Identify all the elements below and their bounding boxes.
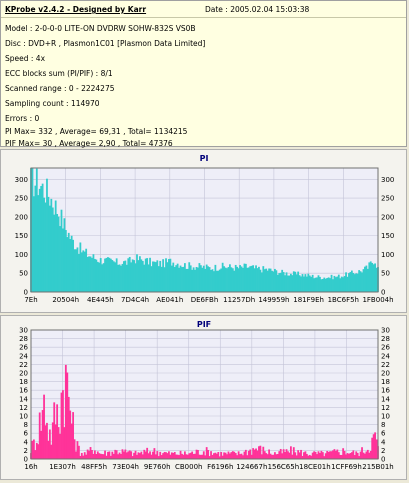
y-tick-label-left: 28 bbox=[19, 335, 28, 343]
y-tick-label-right: 16 bbox=[381, 387, 390, 395]
chart-title: PIF bbox=[197, 320, 211, 329]
y-tick-label-left: 14 bbox=[19, 395, 28, 403]
app-title: KProbe v2.4.2 - Designed by Karr bbox=[5, 5, 147, 14]
x-tick-label: DE6FBh bbox=[191, 296, 219, 304]
plot-frame bbox=[30, 329, 379, 460]
pi-chart: PI 0 0 50 50 100 100 150 150 200 200 250 250 300 300 7E… bbox=[15, 154, 395, 304]
y-tick-label-left: 16 bbox=[19, 387, 28, 395]
info-divider bbox=[1, 17, 406, 18]
y-tick-label-right: 18 bbox=[381, 378, 390, 386]
y-tick-label-left: 6 bbox=[24, 430, 29, 438]
y-tick-label-left: 26 bbox=[19, 344, 28, 352]
x-tick-label: 9E760h bbox=[144, 463, 171, 471]
y-tick-label-left: 100 bbox=[15, 251, 28, 259]
x-tick-label: 7D4C4h bbox=[121, 296, 149, 304]
pi-chart-panel: PI 0 0 50 50 100 100 150 150 200 200 250 250 300 300 7E… bbox=[0, 149, 407, 313]
y-tick-label-right: 30 bbox=[381, 327, 390, 335]
y-tick-label-right: 6 bbox=[381, 430, 386, 438]
x-tick-label: 73E04h bbox=[112, 463, 139, 471]
x-tick-label: 7Eh bbox=[24, 296, 37, 304]
y-tick-label-right: 20 bbox=[381, 370, 390, 378]
x-tick-label: 1E307h bbox=[49, 463, 76, 471]
x-tick-label: 181F9Eh bbox=[293, 296, 324, 304]
y-tick-label-right: 300 bbox=[381, 176, 394, 184]
y-tick-label-left: 200 bbox=[15, 213, 28, 221]
sampling-count-line: Sampling count : 114970 bbox=[5, 99, 100, 108]
y-tick-label-right: 4 bbox=[381, 438, 386, 446]
y-tick-label-right: 10 bbox=[381, 413, 390, 421]
y-tick-label-right: 250 bbox=[381, 195, 394, 203]
x-tick-label: 215B01h bbox=[362, 463, 394, 471]
x-tick-label: 156C65h bbox=[268, 463, 300, 471]
x-tick-label: 1CFF69h bbox=[331, 463, 362, 471]
plot-area bbox=[30, 329, 379, 460]
x-tick-label: 48FF5h bbox=[81, 463, 107, 471]
x-tick-label: 1BC6F5h bbox=[328, 296, 359, 304]
y-tick-label-right: 14 bbox=[381, 395, 390, 403]
y-tick-label-left: 2 bbox=[24, 447, 28, 455]
x-tick-label: CB000h bbox=[175, 463, 203, 471]
x-tick-label: F6196h bbox=[207, 463, 233, 471]
y-tick-label-left: 12 bbox=[19, 404, 28, 412]
y-tick-label-left: 30 bbox=[19, 327, 28, 335]
y-tick-label-right: 0 bbox=[381, 456, 385, 464]
disc-line: Disc : DVD+R , Plasmon1C01 [Plasmon Data… bbox=[5, 39, 206, 48]
x-tick-label: 18CE01h bbox=[299, 463, 331, 471]
pi-stats-line: PI Max= 332 , Average= 69,31 , Total= 11… bbox=[5, 127, 188, 136]
y-tick-label-left: 300 bbox=[15, 176, 28, 184]
pif-stats-line: PIF Max= 30 , Average= 2,90 , Total= 473… bbox=[5, 139, 173, 148]
x-tick-label: 124667h bbox=[236, 463, 267, 471]
scan-date: Date : 2005.02.04 15:03:38 bbox=[205, 5, 310, 14]
x-tick-label: 11257Dh bbox=[223, 296, 255, 304]
y-tick-label-right: 26 bbox=[381, 344, 390, 352]
speed-line: Speed : 4x bbox=[5, 54, 46, 63]
x-tick-label: 1FB004h bbox=[362, 296, 393, 304]
chart-title: PI bbox=[200, 154, 209, 163]
y-tick-label-left: 8 bbox=[24, 421, 28, 429]
y-tick-label-left: 50 bbox=[19, 270, 28, 278]
y-tick-label-left: 22 bbox=[19, 361, 28, 369]
y-tick-label-right: 150 bbox=[381, 232, 394, 240]
x-tick-label: 16h bbox=[24, 463, 37, 471]
ecc-line: ECC blocks sum (PI/PIF) : 8/1 bbox=[5, 69, 113, 78]
y-tick-label-right: 8 bbox=[381, 421, 385, 429]
y-tick-label-right: 22 bbox=[381, 361, 390, 369]
y-tick-label-right: 12 bbox=[381, 404, 390, 412]
y-tick-label-left: 4 bbox=[24, 438, 29, 446]
x-tick-label: 4E445h bbox=[87, 296, 114, 304]
y-tick-label-right: 28 bbox=[381, 335, 390, 343]
y-tick-label-right: 50 bbox=[381, 270, 390, 278]
y-tick-label-right: 200 bbox=[381, 213, 394, 221]
pif-chart-panel: PIF 0 0 2 2 4 4 6 6 8 8 10 10 12 12 14 14 16 16 18 18 20 20 22 2… bbox=[0, 315, 407, 480]
y-tick-label-left: 0 bbox=[24, 289, 28, 297]
y-tick-label-left: 18 bbox=[19, 378, 28, 386]
x-tick-label: AE041h bbox=[156, 296, 183, 304]
info-panel: KProbe v2.4.2 - Designed by Karr Date : … bbox=[0, 0, 407, 148]
y-tick-label-right: 24 bbox=[381, 352, 390, 360]
y-tick-label-right: 2 bbox=[381, 447, 385, 455]
scanned-range-line: Scanned range : 0 - 2224275 bbox=[5, 84, 115, 93]
model-line: Model : 2-0-0-0 LITE-ON DVDRW SOHW-832S … bbox=[5, 24, 196, 33]
y-tick-label-left: 20 bbox=[19, 370, 28, 378]
y-tick-label-left: 10 bbox=[19, 413, 28, 421]
x-tick-label: 149959h bbox=[258, 296, 289, 304]
y-tick-label-left: 24 bbox=[19, 352, 28, 360]
y-tick-label-left: 150 bbox=[15, 232, 28, 240]
plot-frame bbox=[30, 167, 379, 293]
y-tick-label-right: 0 bbox=[381, 289, 385, 297]
errors-line: Errors : 0 bbox=[5, 114, 40, 123]
x-tick-label: 20504h bbox=[52, 296, 79, 304]
y-tick-label-left: 250 bbox=[15, 195, 28, 203]
y-tick-label-right: 100 bbox=[381, 251, 394, 259]
y-tick-label-left: 0 bbox=[24, 456, 28, 464]
